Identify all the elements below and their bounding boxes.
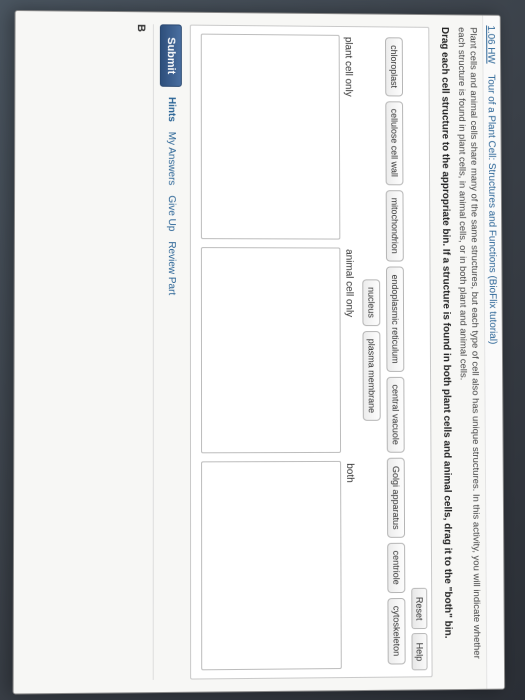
bin-plant: plant cell only bbox=[201, 34, 354, 240]
bin-plant-label: plant cell only bbox=[343, 35, 355, 239]
app-frame: 1.06 HW Tour of a Plant Cell: Structures… bbox=[13, 10, 506, 694]
chip-nucleus[interactable]: nucleus bbox=[363, 279, 381, 326]
chip-plasma-membrane[interactable]: plasma membrane bbox=[363, 331, 381, 421]
chip-central-vacuole[interactable]: central vacuole bbox=[387, 377, 405, 453]
chip-mitochondrion[interactable]: mitochondrion bbox=[386, 190, 404, 262]
hw-link[interactable]: 1.06 HW bbox=[485, 25, 496, 63]
chip-row-1: chloroplast cellulose cell wall mitochon… bbox=[385, 37, 406, 666]
bins-row: plant cell only animal cell only both bbox=[201, 34, 356, 671]
help-button[interactable]: Help bbox=[412, 633, 428, 670]
chip-golgi-apparatus[interactable]: Golgi apparatus bbox=[387, 458, 405, 538]
action-bar: Submit Hints My Answers Give Up Review P… bbox=[160, 24, 182, 680]
hints-link[interactable]: Hints bbox=[166, 97, 177, 122]
work-area: Reset Help chloroplast cellulose cell wa… bbox=[190, 25, 433, 680]
my-answers-link[interactable]: My Answers bbox=[166, 132, 177, 186]
chip-centriole[interactable]: centriole bbox=[387, 543, 405, 593]
chip-chloroplast[interactable]: chloroplast bbox=[385, 37, 403, 96]
page-title: Tour of a Plant Cell: Structures and Fun… bbox=[485, 74, 498, 344]
give-up-link[interactable]: Give Up bbox=[166, 195, 177, 231]
bin-animal-label: animal cell only bbox=[344, 247, 356, 453]
submit-button[interactable]: Submit bbox=[160, 24, 182, 87]
bin-animal-box[interactable] bbox=[201, 247, 341, 454]
bin-both: both bbox=[201, 461, 356, 670]
review-part-link[interactable]: Review Part bbox=[166, 241, 177, 295]
chip-endoplasmic-reticulum[interactable]: endoplasmic reticulum bbox=[386, 267, 404, 372]
chip-cellulose-cell-wall[interactable]: cellulose cell wall bbox=[386, 101, 404, 185]
tool-buttons: Reset Help bbox=[412, 588, 428, 671]
instruction-text: Drag each cell structure to the appropri… bbox=[433, 15, 455, 689]
chip-row-2: nucleus plasma membrane bbox=[362, 37, 382, 667]
intro-text: Plant cells and animal cells share many … bbox=[452, 15, 486, 689]
part-b-label: B bbox=[135, 24, 154, 680]
chip-cytoskeleton[interactable]: cytoskeleton bbox=[388, 598, 406, 665]
bin-both-label: both bbox=[344, 461, 356, 669]
bin-animal: animal cell only bbox=[201, 247, 355, 454]
reset-button[interactable]: Reset bbox=[412, 588, 428, 630]
bin-plant-box[interactable] bbox=[201, 34, 341, 240]
bin-both-box[interactable] bbox=[201, 461, 342, 670]
